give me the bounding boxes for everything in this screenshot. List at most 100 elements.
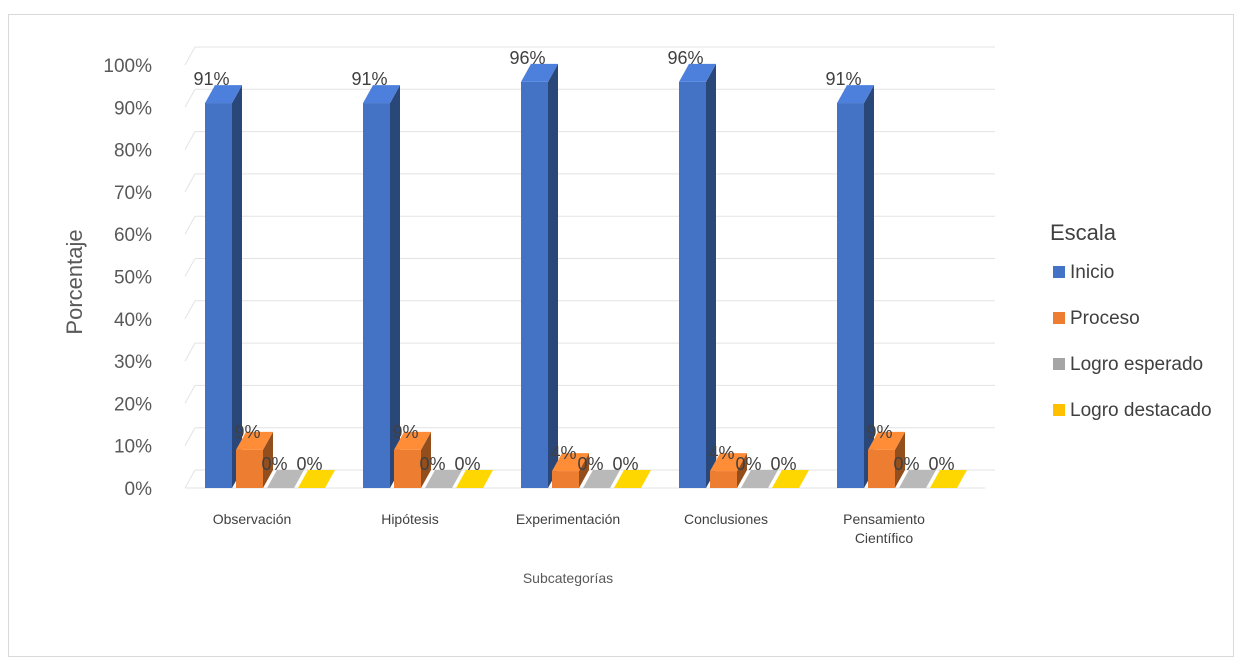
bar-top	[741, 470, 778, 488]
data-label: 9%	[866, 422, 892, 442]
legend-label: Logro destacado	[1070, 400, 1212, 421]
y-tick-label: 10%	[114, 437, 152, 458]
legend-item: Logro destacado	[1053, 400, 1212, 421]
bar-side	[263, 431, 273, 488]
x-axis-ticks: Observación Hipótesis Experimentación Concl…	[213, 511, 925, 546]
bar-front	[710, 471, 737, 488]
bar-top	[710, 453, 747, 472]
y-axis-title: Porcentaje	[62, 229, 87, 334]
legend-swatch	[1053, 266, 1065, 278]
bar	[298, 470, 335, 488]
gridline-depth	[184, 385, 196, 404]
bar-top	[679, 63, 716, 82]
data-label: 91%	[193, 69, 229, 89]
bar-side	[864, 85, 874, 488]
legend-title: Escala	[1050, 220, 1117, 245]
x-tick-label: Conclusiones	[684, 511, 768, 527]
data-label: 0%	[612, 454, 638, 474]
bar	[710, 453, 747, 488]
bar-top	[394, 431, 431, 450]
bar-top	[267, 470, 304, 488]
bar-side	[232, 85, 242, 488]
legend-item: Inicio	[1053, 262, 1114, 283]
bar	[772, 470, 809, 488]
data-labels: 91%9%0% 0%91%9%0% 0%96%4%0% 0%96%4%0% 0%91%9…	[193, 48, 954, 474]
bar-top	[205, 85, 242, 104]
bar	[205, 85, 242, 488]
bar	[899, 470, 936, 488]
data-label: 0%	[454, 454, 480, 474]
bar-front	[236, 449, 263, 488]
bar	[363, 85, 400, 488]
bar	[425, 470, 462, 488]
bar	[614, 470, 651, 488]
bar-front	[363, 103, 390, 488]
bar	[583, 470, 620, 488]
bar-top	[236, 431, 273, 450]
gridline-depth	[184, 215, 196, 235]
y-tick-label: 0%	[125, 479, 153, 500]
bar-front	[679, 81, 706, 489]
data-label: 0%	[419, 454, 445, 474]
bar-front	[205, 103, 232, 488]
bar-top	[583, 470, 620, 488]
x-tick-label: Pensamiento Científico	[843, 511, 925, 546]
legend-swatch	[1053, 404, 1065, 416]
data-label: 91%	[825, 69, 861, 89]
gridline-depth	[184, 131, 196, 150]
bar-top	[521, 63, 558, 82]
gridline-depth	[184, 46, 196, 66]
bar	[679, 63, 716, 489]
y-axis-ticks: 0% 10% 20% 30% 40% 50% 60% 70% 80% 90% 100%	[103, 56, 152, 500]
bar-top	[298, 470, 335, 488]
bar	[456, 470, 493, 488]
legend-label: Proceso	[1070, 308, 1140, 329]
bar-side	[706, 63, 716, 489]
data-label: 9%	[392, 422, 418, 442]
bar-side	[390, 85, 400, 488]
bar-top	[614, 470, 651, 488]
data-label: 0%	[296, 454, 322, 474]
y-tick-label: 80%	[114, 141, 152, 162]
data-label: 0%	[928, 454, 954, 474]
bar-side	[737, 453, 747, 488]
bar-side	[421, 431, 431, 488]
bar-top	[868, 431, 905, 450]
gridline-depth	[184, 300, 196, 320]
bar	[394, 431, 431, 488]
data-label: 0%	[577, 454, 603, 474]
y-tick-label: 20%	[114, 394, 152, 415]
bar-top	[552, 453, 589, 472]
bar-side	[895, 431, 905, 488]
bars	[205, 63, 967, 489]
y-tick-label: 30%	[114, 352, 152, 373]
bar-top	[837, 85, 874, 104]
bar	[267, 470, 304, 488]
bar	[236, 431, 273, 488]
data-label: 0%	[893, 454, 919, 474]
bar-top	[456, 470, 493, 488]
x-tick-label: Experimentación	[516, 511, 620, 527]
data-label: 0%	[261, 454, 287, 474]
bar	[741, 470, 778, 488]
data-label: 4%	[708, 443, 734, 463]
legend-item: Logro esperado	[1053, 354, 1203, 375]
x-axis-title: Subcategorías	[523, 570, 613, 586]
data-label: 96%	[667, 48, 703, 68]
gridline-depth	[184, 427, 196, 446]
y-tick-label: 100%	[103, 56, 152, 77]
bar-side	[579, 453, 589, 488]
data-label: 9%	[234, 422, 260, 442]
data-label: 0%	[770, 454, 796, 474]
y-tick-label: 50%	[114, 268, 152, 289]
bar	[521, 63, 558, 489]
legend-swatch	[1053, 358, 1065, 370]
gridline-depth	[184, 173, 196, 193]
data-label: 91%	[351, 69, 387, 89]
gridline-depth	[184, 469, 196, 489]
bar	[837, 85, 874, 488]
bar-top	[425, 470, 462, 488]
bar-top	[363, 85, 400, 104]
legend-item: Proceso	[1053, 308, 1140, 329]
